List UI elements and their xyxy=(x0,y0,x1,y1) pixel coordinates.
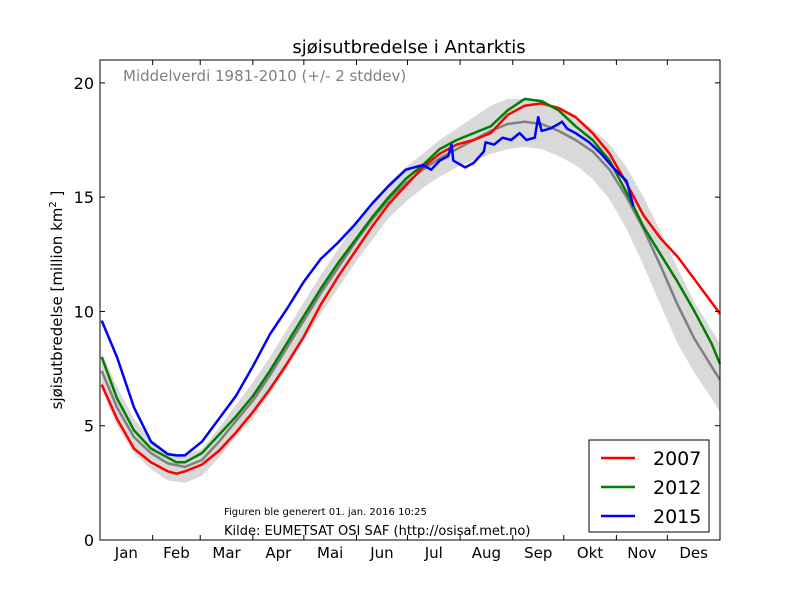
y-axis-label-text: sjøisutbredelse [million km xyxy=(48,208,66,410)
y-tick-label: 15 xyxy=(74,188,94,207)
generated-note: Figuren ble generert 01. jan. 2016 10:25 xyxy=(224,507,427,518)
plot-frame xyxy=(99,59,721,541)
mean-annotation: Middelverdi 1981-2010 (+/- 2 stddev) xyxy=(123,67,406,85)
series-layer xyxy=(100,97,722,475)
series-line-2015 xyxy=(100,115,635,457)
x-tick-label: Mai xyxy=(317,544,343,562)
x-tick-label: Jun xyxy=(369,544,393,562)
y-axis-label: sjøisutbredelse [million km2 ] xyxy=(48,191,66,410)
y-tick-label: 0 xyxy=(84,531,94,550)
x-tick-label: Jan xyxy=(114,544,138,562)
x-axis: Jan Feb Mar Apr Mai Jun Jul Aug Sep Okt Nov Des xyxy=(114,60,708,562)
stddev-band xyxy=(101,98,720,483)
y-axis: 0 5 10 15 20 xyxy=(74,74,720,550)
x-tick-label: Feb xyxy=(163,544,190,562)
x-tick-label: Jul xyxy=(424,544,443,562)
x-tick-label: Mar xyxy=(212,544,241,562)
x-tick-label: Okt xyxy=(577,544,603,562)
x-tick-label: Apr xyxy=(265,544,292,562)
y-axis-label-end: ] xyxy=(48,191,66,202)
chart-title: sjøisutbredelse i Antarktis xyxy=(292,37,525,58)
series-line-2012 xyxy=(100,97,722,464)
y-tick-label: 10 xyxy=(74,302,94,321)
y-tick-label: 5 xyxy=(84,417,94,436)
y-tick-label: 20 xyxy=(74,74,94,93)
x-tick-label: Sep xyxy=(524,544,552,562)
plot-area xyxy=(99,59,722,541)
legend: 2007 2012 2015 xyxy=(588,439,710,533)
x-tick-label: Nov xyxy=(627,544,656,562)
series-line-2007 xyxy=(100,102,722,475)
legend-label-2012: 2012 xyxy=(653,477,701,499)
y-axis-label-superscript: 2 xyxy=(48,201,59,207)
legend-label-2007: 2007 xyxy=(653,448,701,470)
stddev-band-layer xyxy=(101,98,720,483)
x-tick-label: Des xyxy=(679,544,708,562)
x-tick-label: Aug xyxy=(472,544,501,562)
legend-label-2015: 2015 xyxy=(653,506,701,528)
source-note: Kilde: EUMETSAT OSI SAF (http://osisaf.m… xyxy=(224,524,530,539)
